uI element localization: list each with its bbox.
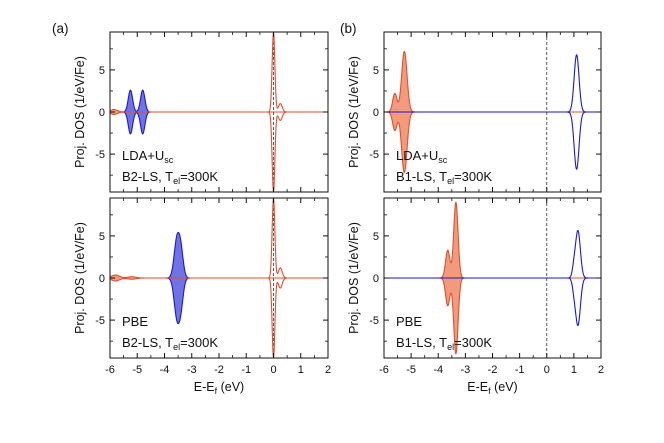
- y-tick-label: 0: [373, 107, 379, 119]
- x-tick-label: 1: [298, 364, 304, 376]
- dos-series-blue-1: [384, 229, 601, 327]
- y-tick-label: 5: [99, 65, 105, 77]
- x-tick-label: -1: [241, 364, 251, 376]
- x-tick-label: -5: [132, 364, 142, 376]
- y-tick-label: 0: [373, 273, 379, 285]
- series-group: [110, 32, 328, 192]
- state-annotation: B1-LS, Tel=300K: [396, 169, 492, 186]
- method-annotation: LDA+Usc: [122, 148, 174, 165]
- y-axis-label: Proj. DOS (1/eV/Fe): [347, 222, 361, 334]
- dos-series-blue-1: [384, 54, 601, 170]
- y-axis-label: Proj. DOS (1/eV/Fe): [347, 56, 361, 168]
- x-tick-label: -6: [105, 364, 115, 376]
- state-annotation: B2-LS, Tel=300K: [122, 169, 218, 186]
- x-tick-label: -5: [406, 364, 416, 376]
- y-tick-label: -5: [95, 315, 105, 327]
- y-tick-label: -5: [95, 149, 105, 161]
- y-axis-label: Proj. DOS (1/eV/Fe): [73, 56, 87, 168]
- x-tick-label: 0: [544, 364, 550, 376]
- method-annotation: PBE: [122, 314, 148, 329]
- y-tick-label: 0: [99, 273, 105, 285]
- x-tick-label: 0: [270, 364, 276, 376]
- dos-panel-b-bottom: -6 -5 -4 -3 -2 -1 0 1 2 -5 0 5 Proj. DOS (1/eV/Fe) PB…: [347, 197, 604, 396]
- dos-series-red-2: [110, 274, 328, 282]
- x-tick-label: 1: [571, 364, 577, 376]
- y-tick-label: -5: [369, 315, 379, 327]
- y-tick-label: 5: [373, 231, 379, 243]
- x-axis-label: E-Ef (eV): [194, 380, 244, 396]
- dos-panel-a-top: -5 0 5 Proj. DOS (1/eV/Fe) LDA+Usc B2-LS, Tel…: [73, 31, 329, 193]
- y-tick-label: 5: [373, 65, 379, 77]
- series-group: [384, 198, 601, 358]
- y-tick-label: 0: [99, 107, 105, 119]
- series-group: [110, 198, 328, 358]
- method-annotation: PBE: [396, 314, 422, 329]
- y-tick-label: 5: [99, 231, 105, 243]
- dos-panel-b-top: -5 0 5 Proj. DOS (1/eV/Fe) LDA+Usc B1-LS, Tel…: [347, 31, 602, 193]
- series-group: [384, 32, 601, 192]
- x-tick-label: -2: [488, 364, 498, 376]
- state-annotation: B1-LS, Tel=300K: [396, 335, 492, 352]
- plot-area: -5 0 5 Proj. DOS (1/eV/Fe) LDA+Usc B2-LS, Tel…: [73, 31, 604, 396]
- x-tick-label: -1: [515, 364, 525, 376]
- x-tick-label: -6: [379, 364, 389, 376]
- x-tick-label: -2: [214, 364, 224, 376]
- x-tick-label: -3: [460, 364, 470, 376]
- state-annotation: B2-LS, Tel=300K: [122, 335, 218, 352]
- x-tick-label: 2: [325, 364, 331, 376]
- y-axis-label: Proj. DOS (1/eV/Fe): [73, 222, 87, 334]
- dos-panel-a-bottom: -6 -5 -4 -3 -2 -1 0 1 2 -5 0 5 Proj. DOS (1/eV/Fe) PB…: [73, 197, 331, 396]
- x-tick-label: 2: [598, 364, 604, 376]
- dos-series-blue-0: [110, 231, 328, 325]
- y-tick-label: -5: [369, 149, 379, 161]
- x-tick-label: -4: [433, 364, 443, 376]
- panel-label-b: (b): [340, 21, 357, 36]
- x-tick-label: -3: [187, 364, 197, 376]
- x-axis-label: E-Ef (eV): [467, 380, 517, 396]
- panel-label-a: (a): [52, 21, 69, 36]
- dos-series-red-0: [384, 201, 601, 355]
- x-tick-label: -4: [160, 364, 170, 376]
- method-annotation: LDA+Usc: [396, 148, 448, 165]
